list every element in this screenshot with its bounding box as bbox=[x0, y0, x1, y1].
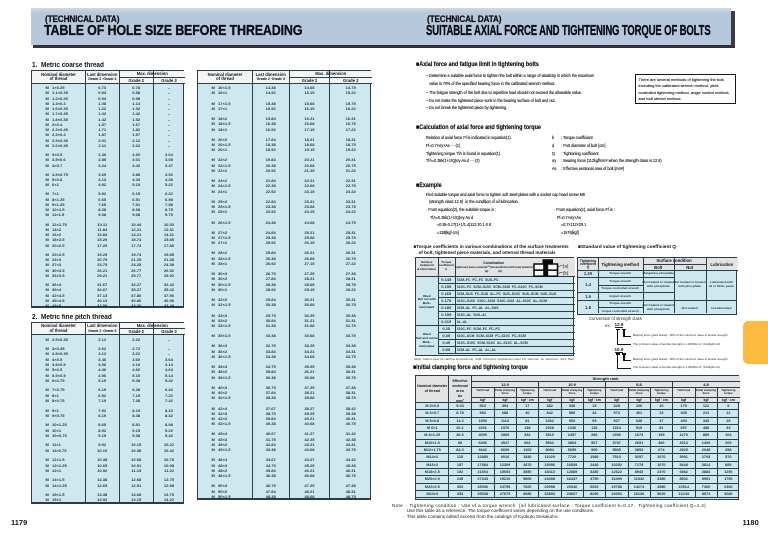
svg-text:(a): (a) bbox=[563, 263, 569, 268]
svg-text:(b): (b) bbox=[563, 270, 569, 275]
